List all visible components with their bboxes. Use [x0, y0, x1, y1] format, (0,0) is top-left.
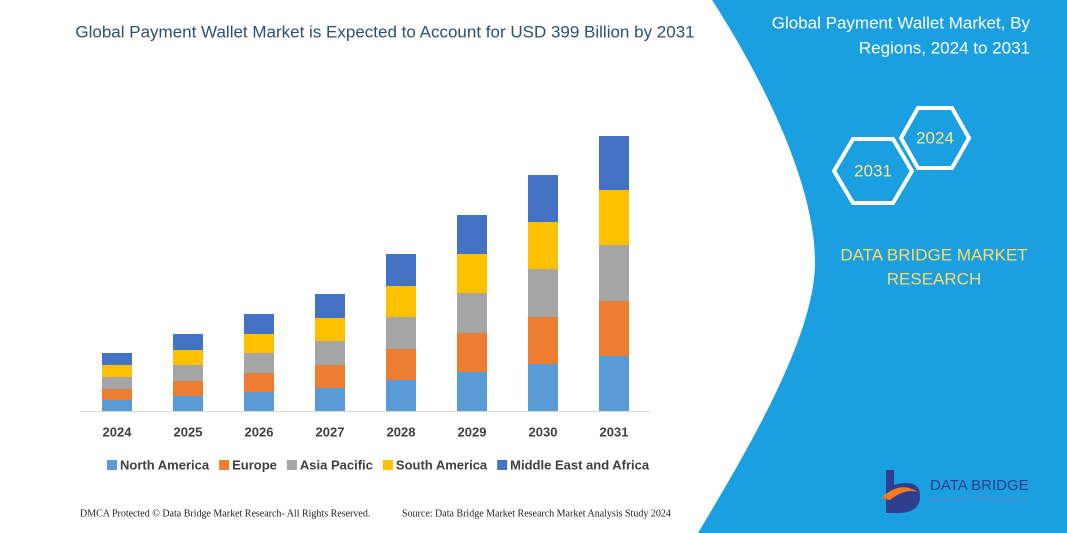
x-tick-label: 2025	[174, 424, 203, 439]
bar-segment	[457, 293, 487, 333]
bar-segment	[173, 381, 203, 396]
sidebar-title: Global Payment Wallet Market, By	[772, 13, 1031, 32]
legend-label: Asia Pacific	[300, 457, 373, 472]
bar-segment	[386, 254, 416, 286]
hexagon	[898, 106, 972, 170]
bar-segment	[244, 334, 274, 353]
legend-swatch	[286, 460, 297, 470]
footer-right: Source: Data Bridge Market Research Mark…	[402, 508, 671, 519]
logo-name: DATA BRIDGE	[930, 477, 1029, 494]
legend-swatch	[497, 460, 508, 470]
footer-left: DMCA Protected © Data Bridge Market Rese…	[80, 508, 370, 519]
x-tick-label: 2026	[245, 424, 274, 439]
badge: 2031	[854, 161, 892, 180]
legend-label: Middle East and Africa	[510, 457, 650, 472]
sidebar-title-line2: Regions, 2024 to 2031	[859, 38, 1030, 57]
brand-line2: RESEARCH	[887, 269, 981, 288]
bar-segment	[599, 301, 629, 356]
sidebar-panel	[698, 0, 1067, 533]
bar-segment	[457, 254, 487, 293]
hexagon	[831, 137, 915, 205]
legend-swatch	[219, 460, 230, 470]
x-tick-label: 2029	[458, 424, 487, 439]
bar-segment	[599, 190, 629, 245]
badge: 2024	[916, 128, 954, 147]
bar-segment	[102, 400, 132, 411]
brand: DATA BRIDGE MARKET	[840, 245, 1027, 264]
bars: 2024 2025 2026 2027 2028 2029 2030 2031	[102, 136, 629, 439]
bar-segment	[244, 373, 274, 392]
bar-segment	[528, 222, 558, 269]
bar-segment	[102, 353, 132, 365]
legend-swatch	[107, 460, 117, 470]
bar-segment	[599, 245, 629, 301]
bar-segment	[173, 396, 203, 411]
bar-segment	[528, 317, 558, 364]
x-tick-label: 2024	[103, 424, 133, 439]
bar-segment	[315, 341, 345, 365]
bar-segment	[315, 294, 345, 318]
legend-swatch	[382, 460, 393, 470]
legend-label: North America	[120, 457, 210, 472]
chart-title: Global Payment Wallet Market is Expected…	[75, 22, 694, 41]
bar-segment	[386, 349, 416, 380]
bar-segment	[528, 175, 558, 222]
x-tick-label: 2030	[529, 424, 558, 439]
bar-segment	[173, 334, 203, 350]
bar-segment	[244, 314, 274, 334]
bar-segment	[244, 392, 274, 411]
logo-tagline: MARKET RESEARCH	[930, 497, 1030, 504]
bar-segment	[102, 377, 132, 389]
bar-segment	[457, 215, 487, 254]
x-tick-label: 2027	[316, 424, 345, 439]
bar-segment	[386, 380, 416, 411]
bar-segment	[386, 317, 416, 349]
bar-segment	[102, 389, 132, 400]
bar-segment	[599, 136, 629, 190]
bar-segment	[315, 388, 345, 411]
logo-icon	[881, 470, 920, 513]
x-tick-label: 2028	[387, 424, 416, 439]
bar-segment	[173, 350, 203, 365]
bar-segment	[528, 364, 558, 411]
bar-segment	[244, 353, 274, 373]
legend: North America Europe Asia Pacific South Ame…	[107, 457, 650, 472]
bar-segment	[386, 286, 416, 317]
legend-label: South America	[396, 457, 488, 472]
bar-segment	[599, 356, 629, 411]
bar-segment	[457, 372, 487, 411]
bar-segment	[528, 269, 558, 317]
bar-segment	[102, 365, 132, 377]
bar-segment	[315, 365, 345, 388]
legend-label: Europe	[232, 457, 277, 472]
bar-segment	[315, 318, 345, 341]
bar-segment	[457, 333, 487, 372]
bar-segment	[173, 365, 203, 381]
x-tick-label: 2031	[600, 424, 629, 439]
